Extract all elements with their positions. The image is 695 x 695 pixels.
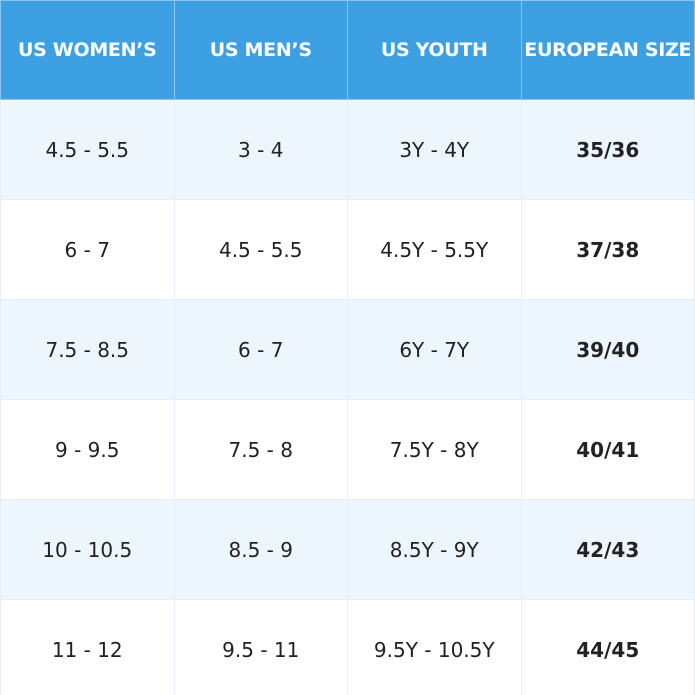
header-cell: US WOMEN’S	[0, 0, 175, 100]
table-row: 4.5 - 5.5 3 - 4 3Y - 4Y 35/36	[0, 99, 695, 200]
header-cell: EUROPEAN SIZE	[520, 0, 695, 100]
header-cell: US YOUTH	[347, 0, 522, 100]
table-cell: 9.5 - 11	[173, 599, 348, 695]
table-body: 4.5 - 5.5 3 - 4 3Y - 4Y 35/36 6 - 7 4.5 - 5.5…	[0, 99, 695, 695]
table-cell: 35/36	[520, 99, 695, 200]
table-cell: 6 - 7	[0, 199, 175, 300]
table-cell: 9 - 9.5	[0, 399, 175, 500]
table-row: 7.5 - 8.5 6 - 7 6Y - 7Y 39/40	[0, 299, 695, 400]
table-cell: 40/41	[520, 399, 695, 500]
table-row: 11 - 12 9.5 - 11 9.5Y - 10.5Y 44/45	[0, 599, 695, 695]
header-cell: US MEN’S	[173, 0, 348, 100]
table-row: 6 - 7 4.5 - 5.5 4.5Y - 5.5Y 37/38	[0, 199, 695, 300]
table-cell: 6 - 7	[173, 299, 348, 400]
table-cell: 7.5 - 8	[173, 399, 348, 500]
table-cell: 4.5 - 5.5	[0, 99, 175, 200]
table-cell: 37/38	[520, 199, 695, 300]
table-cell: 6Y - 7Y	[347, 299, 522, 400]
table-cell: 3 - 4	[173, 99, 348, 200]
table-cell: 9.5Y - 10.5Y	[347, 599, 522, 695]
table-cell: 7.5 - 8.5	[0, 299, 175, 400]
table-cell: 8.5Y - 9Y	[347, 499, 522, 600]
table-row: 9 - 9.5 7.5 - 8 7.5Y - 8Y 40/41	[0, 399, 695, 500]
table-cell: 10 - 10.5	[0, 499, 175, 600]
table-cell: 11 - 12	[0, 599, 175, 695]
table-cell: 3Y - 4Y	[347, 99, 522, 200]
table-row: 10 - 10.5 8.5 - 9 8.5Y - 9Y 42/43	[0, 499, 695, 600]
table-cell: 4.5Y - 5.5Y	[347, 199, 522, 300]
header-row: US WOMEN’S US MEN’S US YOUTH EUROPEAN SIZE	[0, 0, 695, 100]
table-cell: 42/43	[520, 499, 695, 600]
table-cell: 4.5 - 5.5	[173, 199, 348, 300]
table-cell: 8.5 - 9	[173, 499, 348, 600]
table-cell: 44/45	[520, 599, 695, 695]
table-cell: 7.5Y - 8Y	[347, 399, 522, 500]
table-cell: 39/40	[520, 299, 695, 400]
